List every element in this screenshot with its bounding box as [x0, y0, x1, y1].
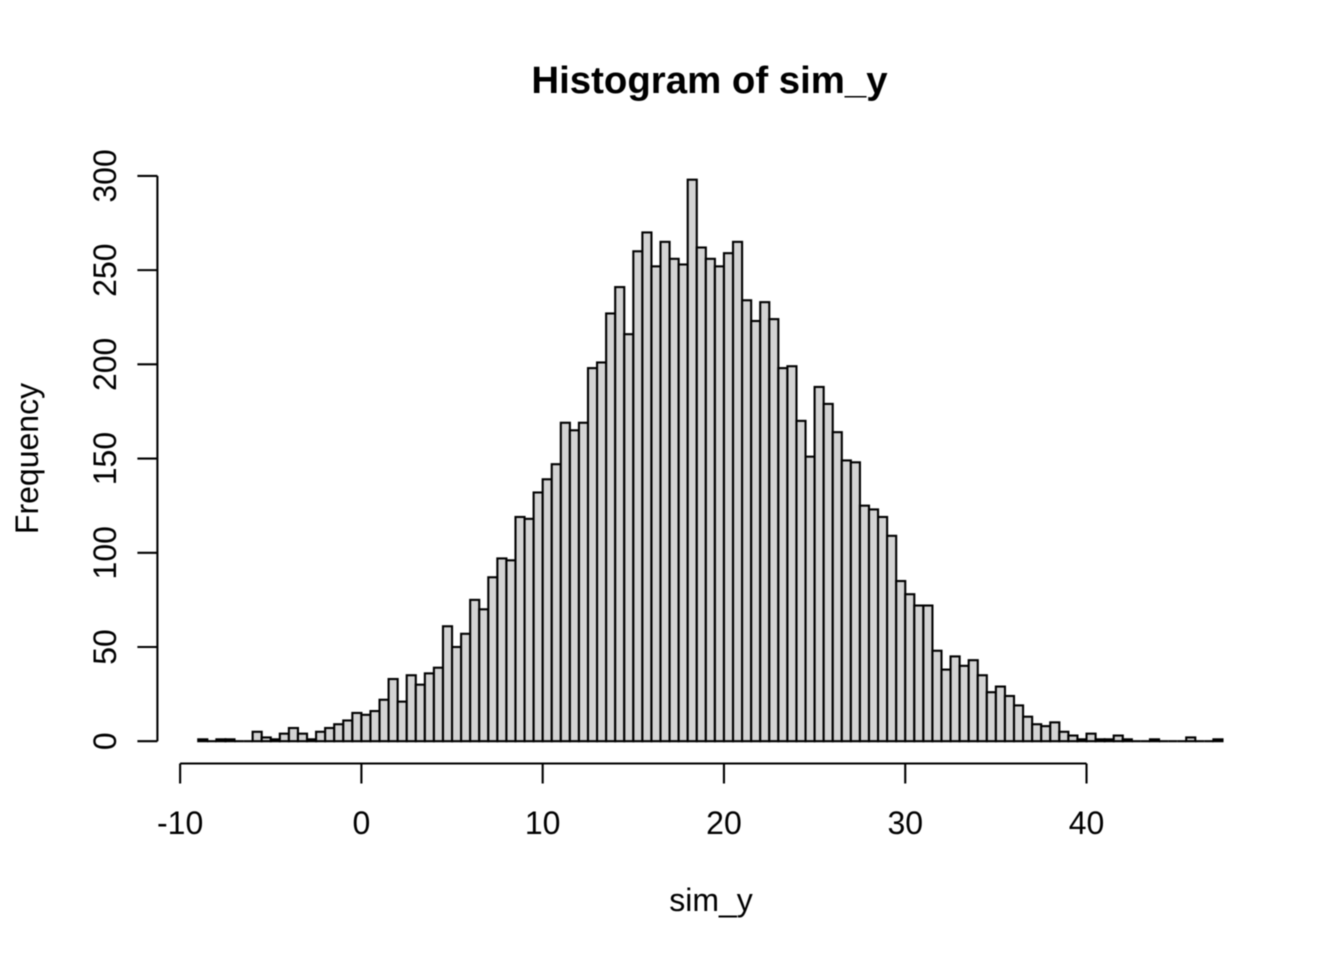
svg-text:sim_y: sim_y [669, 882, 753, 918]
svg-text:200: 200 [87, 338, 123, 391]
svg-text:0: 0 [353, 805, 371, 841]
svg-text:0: 0 [87, 732, 123, 750]
svg-text:30: 30 [887, 805, 923, 841]
svg-text:20: 20 [706, 805, 742, 841]
svg-text:10: 10 [525, 805, 561, 841]
svg-text:300: 300 [87, 149, 123, 202]
svg-text:40: 40 [1069, 805, 1105, 841]
svg-text:50: 50 [87, 629, 123, 665]
svg-text:Frequency: Frequency [9, 383, 45, 534]
svg-text:250: 250 [87, 243, 123, 296]
svg-text:100: 100 [87, 526, 123, 579]
svg-text:Histogram of sim_y: Histogram of sim_y [531, 59, 888, 102]
svg-text:150: 150 [87, 432, 123, 485]
svg-text:-10: -10 [157, 805, 203, 841]
